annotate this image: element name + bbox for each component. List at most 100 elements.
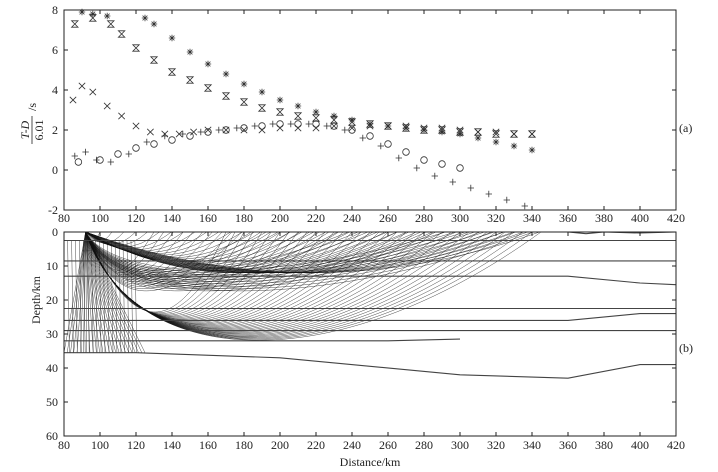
panel-a-point-x: [456, 126, 464, 134]
ray-fan: [85, 232, 104, 353]
panel-a-point-plus: [71, 152, 78, 160]
panel-a-point-star: [168, 34, 176, 42]
panel-a-point-circle: [114, 150, 122, 158]
panel-a-xtick-label: 160: [199, 211, 217, 225]
panel-a-point-star: [141, 14, 149, 22]
panel-a-ylabel-denominator: 6.01: [32, 120, 46, 141]
panel-b-xlabel: Distance/km: [340, 455, 401, 469]
panel-a-point-plus: [107, 158, 114, 166]
ray-shallow: [85, 232, 540, 274]
panel-b-xtick-label: 240: [343, 438, 361, 452]
panel-a-point-plus: [503, 196, 510, 204]
panel-b-xtick-label: 380: [595, 438, 613, 452]
panel-a-series-circle: [74, 120, 464, 172]
panel-a-xtick-label: 380: [595, 211, 613, 225]
panel-a-point-plus: [305, 120, 312, 128]
ray-fan: [85, 232, 87, 353]
panel-b-interfaces: [64, 232, 676, 379]
panel-a-point-plus: [125, 150, 132, 158]
panel-a-point-plus: [395, 154, 402, 162]
panel-a-point-star: [510, 142, 518, 150]
panel-a-traveltime: 80 100 120 140 160 180 200 220 240 260 280 300 320 34…: [18, 3, 692, 225]
panel-a-point-x: [366, 122, 374, 130]
ray-midcrust: [85, 232, 485, 280]
ray-vertical: [75, 240, 78, 353]
panel-a-series-x: [69, 82, 536, 138]
panel-a-point-circle: [294, 120, 302, 128]
panel-a-point-plus: [93, 156, 100, 164]
panel-a-point-star: [104, 12, 111, 20]
panel-a-point-x: [69, 96, 77, 104]
panel-a-point-plus: [341, 126, 348, 134]
ray-fan: [85, 232, 120, 353]
panel-a-point-x: [384, 122, 392, 130]
ray-vertical: [99, 240, 102, 353]
panel-a-series-plus: [71, 120, 528, 210]
panel-a-point-hourglass: [257, 104, 267, 112]
panel-a-point-plus: [82, 148, 89, 156]
panel-a-xtick-label: 340: [523, 211, 541, 225]
panel-a-point-circle: [276, 120, 284, 128]
ray-moho: [85, 232, 542, 341]
panel-a-xtick-label: 400: [631, 211, 649, 225]
panel-a-point-circle: [366, 132, 374, 140]
panel-a-point-x: [258, 126, 266, 134]
panel-a-point-circle: [132, 144, 140, 152]
panel-a-point-x: [132, 122, 140, 130]
ray-moho: [85, 232, 344, 323]
ray-midcrust: [85, 232, 349, 271]
panel-a-point-plus: [269, 120, 276, 128]
ray-midcrust: [85, 232, 427, 289]
panel-a-point-circle: [186, 132, 194, 140]
panel-a-point-star: [330, 112, 338, 120]
panel-b-ytick-label: 0: [52, 225, 58, 239]
ray-midcrust: [85, 232, 436, 292]
panel-a-point-x: [528, 130, 536, 138]
panel-a-point-x: [402, 122, 410, 130]
panel-b-xtick-label: 420: [667, 438, 685, 452]
panel-a-series-hourglass: [70, 14, 537, 138]
ray-fan: [85, 232, 110, 353]
panel-a-ticks: 80 100 120 140 160 180 200 220 240 260 280 300 320 34…: [48, 3, 685, 225]
panel-a-point-x: [222, 126, 230, 134]
panel-b-xtick-label: 220: [307, 438, 325, 452]
ray-fan: [76, 232, 86, 353]
panel-a-point-circle: [402, 148, 410, 156]
panel-a-ytick-label: 6: [52, 43, 58, 57]
ray-fan: [85, 232, 136, 353]
panel-a-point-x: [276, 124, 284, 132]
ray-midcrust: [85, 232, 524, 289]
panel-a-point-plus: [485, 190, 492, 198]
panel-a-point-x: [78, 82, 86, 90]
panel-a-point-x: [510, 130, 518, 138]
ray-fan: [83, 232, 86, 353]
panel-a-xtick-label: 120: [127, 211, 145, 225]
panel-a-point-x: [420, 124, 428, 132]
interface-layer-7: [64, 338, 461, 342]
panel-b-ytick-label: 40: [46, 361, 58, 375]
panel-a-point-circle: [168, 136, 176, 144]
panel-a-point-hourglass: [203, 84, 213, 92]
panel-a-xtick-label: 300: [451, 211, 469, 225]
panel-b-ylabel: Depth/km: [29, 275, 43, 324]
panel-a-point-x: [103, 102, 111, 110]
panel-a-frame: [63, 9, 677, 211]
ray-vertical: [87, 240, 90, 353]
panel-a-point-x: [118, 112, 126, 120]
panel-a-point-star: [528, 146, 536, 154]
panel-a-ylabel-numerator: T-D: [18, 120, 32, 139]
panel-a-point-circle: [222, 126, 230, 134]
panel-a-series-star: [78, 8, 536, 154]
panel-a-point-star: [348, 116, 356, 124]
ray-vertical: [102, 240, 106, 353]
panel-b-xtick-label: 280: [415, 438, 433, 452]
panel-a-point-x: [190, 128, 198, 136]
panel-a-point-x: [146, 128, 154, 136]
panel-b-ytick-label: 60: [46, 429, 58, 443]
panel-a-point-circle: [348, 126, 356, 134]
interface-layer-3: [64, 275, 676, 286]
panel-a-point-x: [438, 124, 446, 132]
panel-a-point-plus: [233, 124, 240, 132]
panel-a-point-x: [474, 128, 482, 136]
ray-midcrust: [85, 232, 475, 278]
